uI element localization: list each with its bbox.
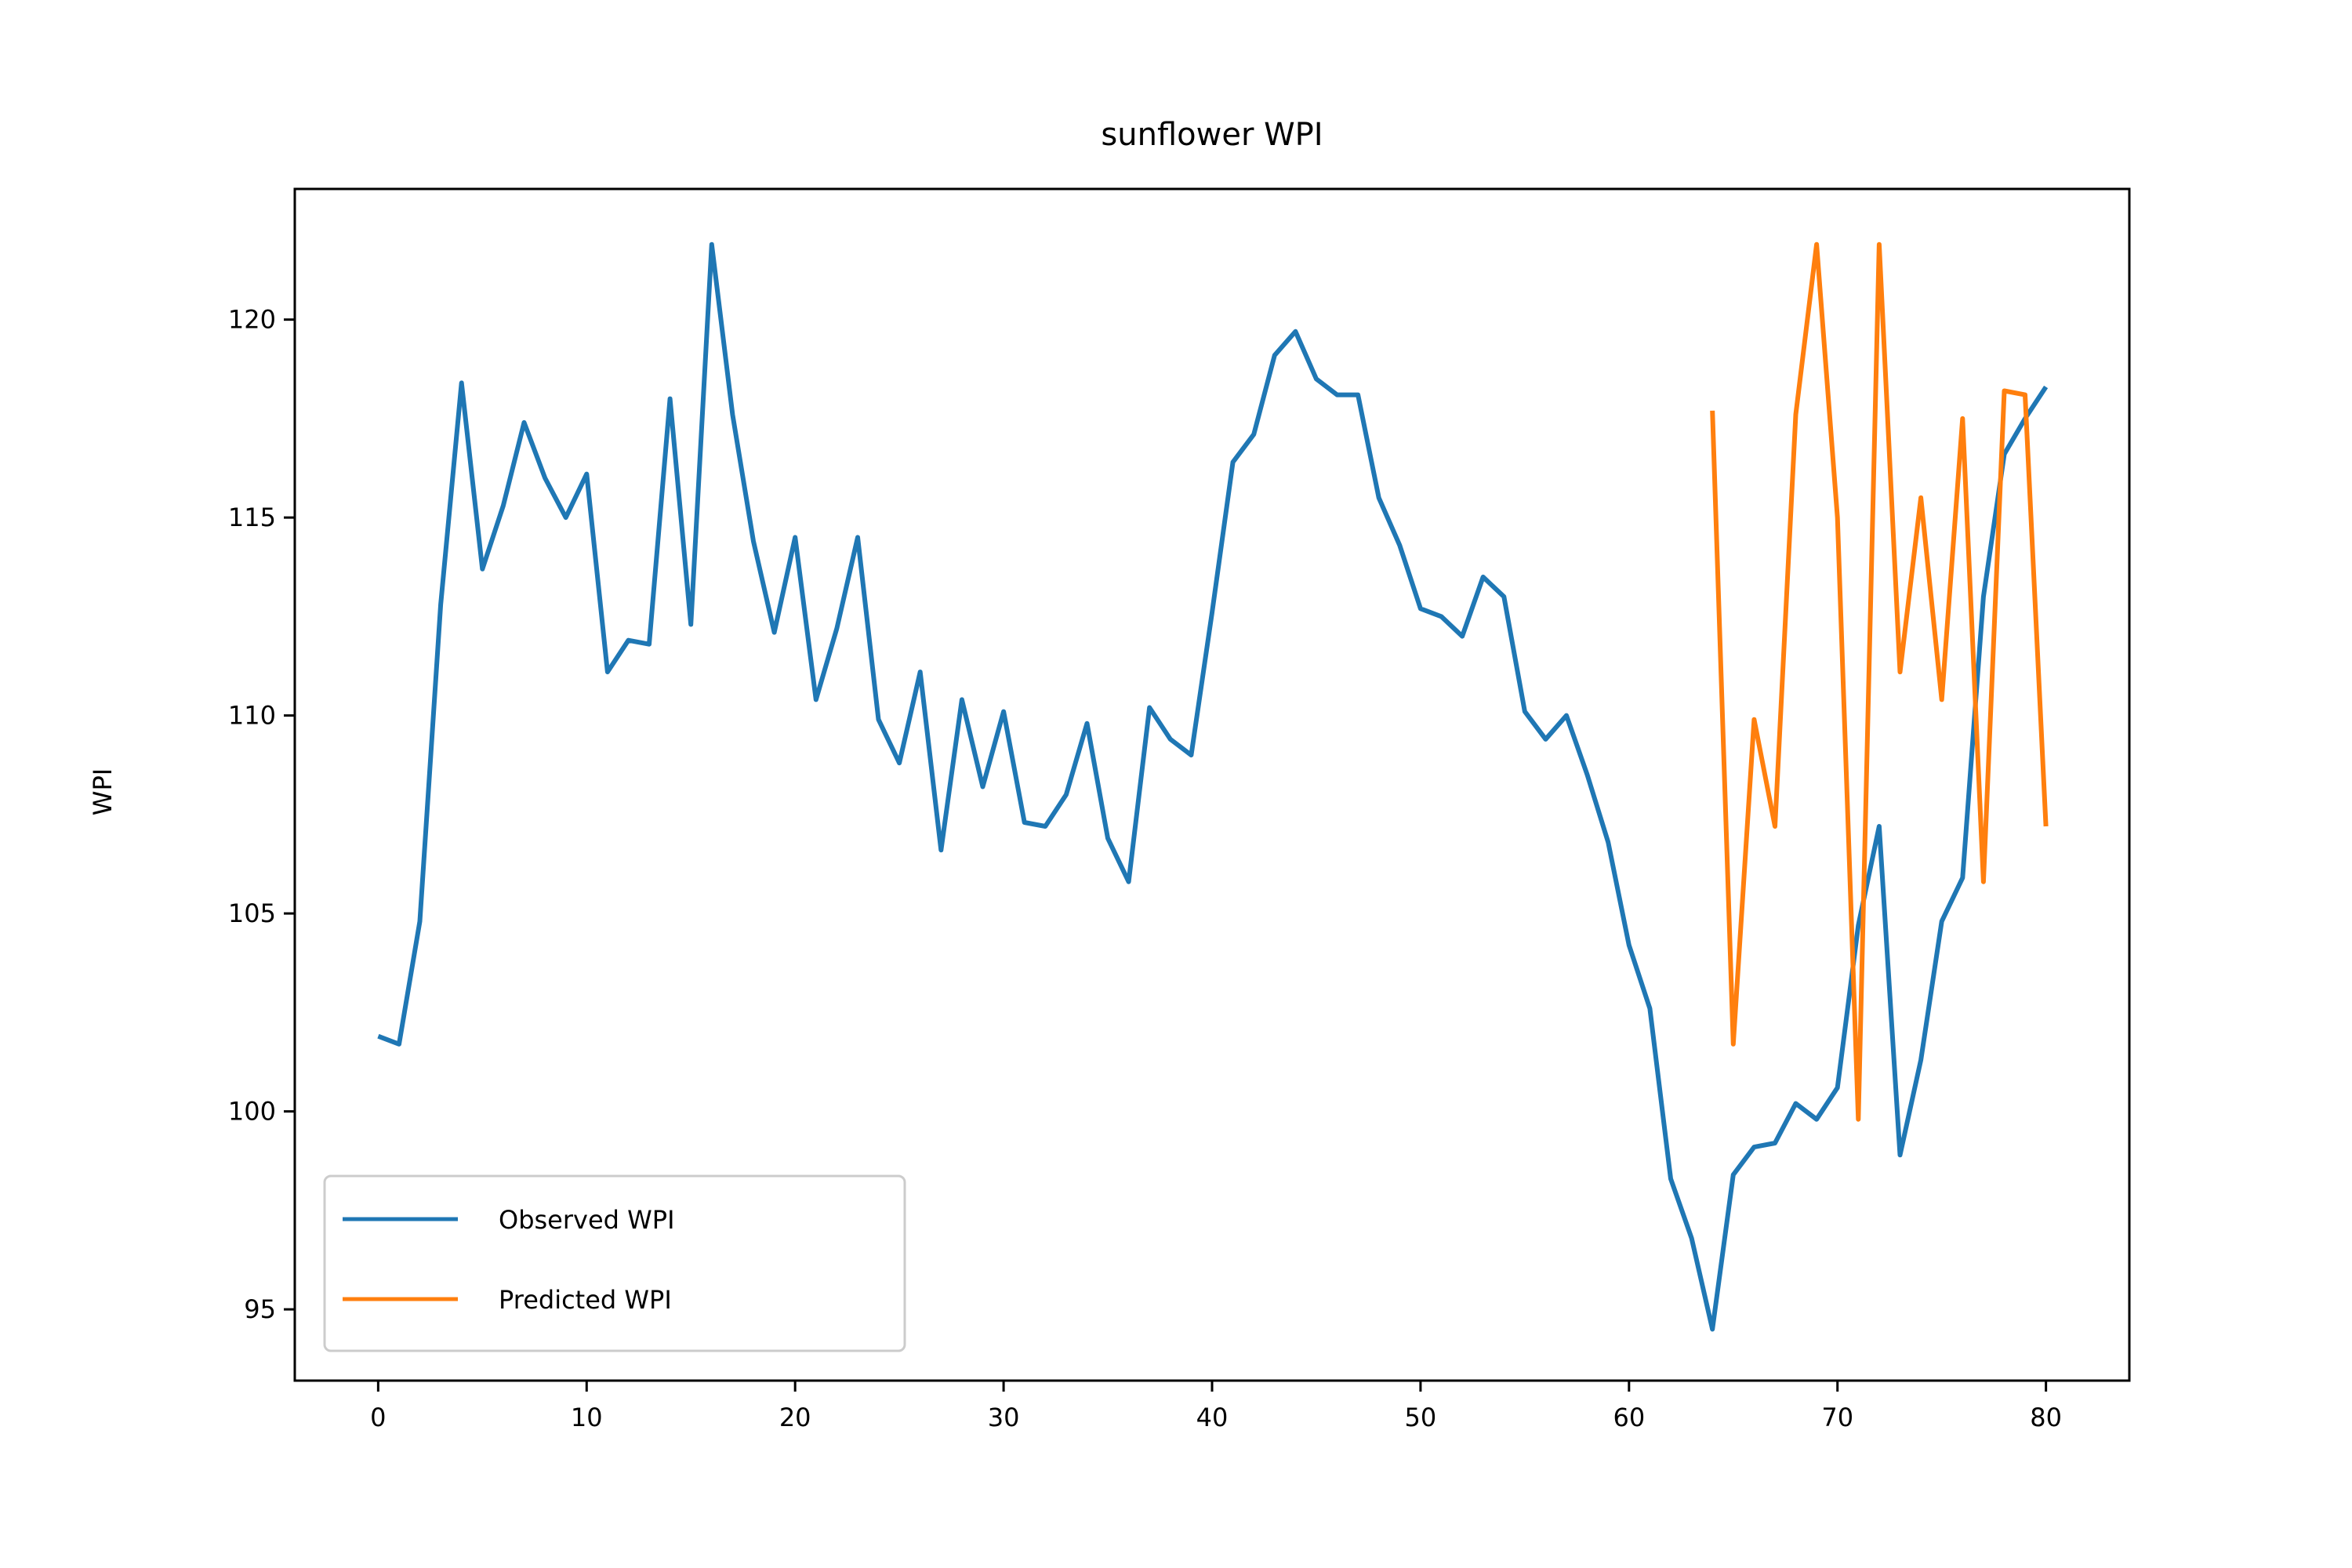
x-tick-label: 50 xyxy=(1405,1403,1437,1432)
x-tick-label: 0 xyxy=(370,1403,386,1432)
x-tick-label: 80 xyxy=(2030,1403,2062,1432)
x-tick-label: 10 xyxy=(571,1403,603,1432)
y-tick-label: 120 xyxy=(228,305,276,335)
series-layer xyxy=(377,241,2049,1332)
y-tick-label: 95 xyxy=(244,1294,276,1324)
y-tick-label: 110 xyxy=(228,701,276,731)
tick-layer: 0 10 20 30 40 50 60 70 80 95 100 105 110 115 120 xyxy=(228,305,2062,1432)
chart-title: sunflower WPI xyxy=(1101,117,1323,153)
legend-box xyxy=(323,1174,906,1352)
plot-frame xyxy=(293,187,2131,1382)
legend-label-predicted: Predicted WPI xyxy=(499,1285,672,1315)
x-tick-label: 20 xyxy=(779,1403,811,1432)
x-tick-label: 60 xyxy=(1613,1403,1645,1432)
y-axis-label: WPI xyxy=(88,768,118,815)
legend-label-observed: Observed WPI xyxy=(499,1205,675,1235)
x-tick-label: 40 xyxy=(1196,1403,1229,1432)
series-line-observed-wpi xyxy=(377,241,2049,1332)
y-tick-label: 100 xyxy=(228,1097,276,1127)
legend: Observed WPI Predicted WPI xyxy=(323,1174,906,1352)
y-tick-label: 115 xyxy=(228,503,276,532)
x-tick-label: 70 xyxy=(1821,1403,1853,1432)
series-line-predicted-wpi xyxy=(1710,241,2049,1122)
x-tick-label: 30 xyxy=(988,1403,1020,1432)
y-tick-label: 105 xyxy=(228,898,276,928)
